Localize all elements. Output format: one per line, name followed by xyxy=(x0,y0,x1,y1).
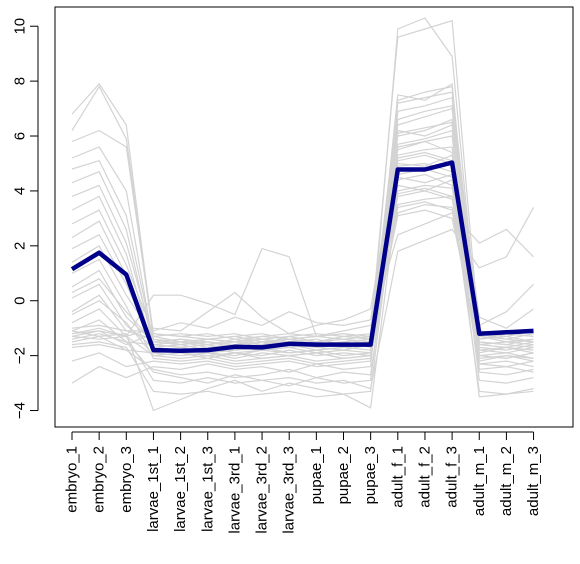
x-tick-label: pupae_2 xyxy=(335,446,352,504)
x-axis: embryo_1 embryo_2 embryo_3 larvae_1st_1 larv… xyxy=(64,431,542,534)
y-tick-label: 4 xyxy=(12,187,29,195)
background-series-line xyxy=(71,203,534,360)
x-tick-label: pupae_1 xyxy=(308,446,325,504)
y-tick-label: 10 xyxy=(12,18,29,35)
x-tick-label: adult_m_3 xyxy=(525,446,542,516)
background-series-line xyxy=(71,135,534,354)
background-series-line xyxy=(71,107,534,359)
x-tick-label: embryo_1 xyxy=(64,446,81,513)
background-series-line xyxy=(71,85,534,384)
x-tick-label: larvae_3rd_1 xyxy=(226,446,243,534)
x-tick-label: larvae_3rd_2 xyxy=(254,446,271,534)
background-series-group xyxy=(71,17,535,412)
y-tick-label: 0 xyxy=(12,297,29,305)
highlight-series-line xyxy=(70,160,534,353)
background-series-line xyxy=(71,96,534,368)
x-tick-label: larvae_1st_2 xyxy=(172,446,189,532)
x-tick-label: larvae_1st_3 xyxy=(199,446,216,532)
y-tick-label: 2 xyxy=(12,242,29,250)
y-tick-label: 8 xyxy=(12,77,29,85)
x-tick-label: larvae_1st_1 xyxy=(145,446,162,532)
x-tick-label: adult_m_2 xyxy=(498,446,515,516)
y-tick-label: −2 xyxy=(12,347,29,364)
x-tick-label: adult_f_2 xyxy=(416,446,433,508)
y-tick-label: 6 xyxy=(12,132,29,140)
background-series-line xyxy=(71,207,535,390)
x-tick-label: pupae_3 xyxy=(362,446,379,504)
x-tick-label: larvae_3rd_3 xyxy=(281,446,298,534)
y-tick-label: −4 xyxy=(12,402,29,419)
x-tick-label: adult_f_1 xyxy=(389,446,406,508)
x-tick-label: embryo_2 xyxy=(91,446,108,513)
plot-frame xyxy=(54,6,574,428)
highlight-series-group xyxy=(70,160,534,353)
y-axis: −4 −2 0 2 4 6 8 10 xyxy=(12,18,39,419)
x-tick-label: adult_m_1 xyxy=(471,446,488,516)
x-tick-label: embryo_3 xyxy=(118,446,135,513)
x-tick-label: adult_f_3 xyxy=(444,446,461,508)
background-series-line xyxy=(71,179,534,379)
